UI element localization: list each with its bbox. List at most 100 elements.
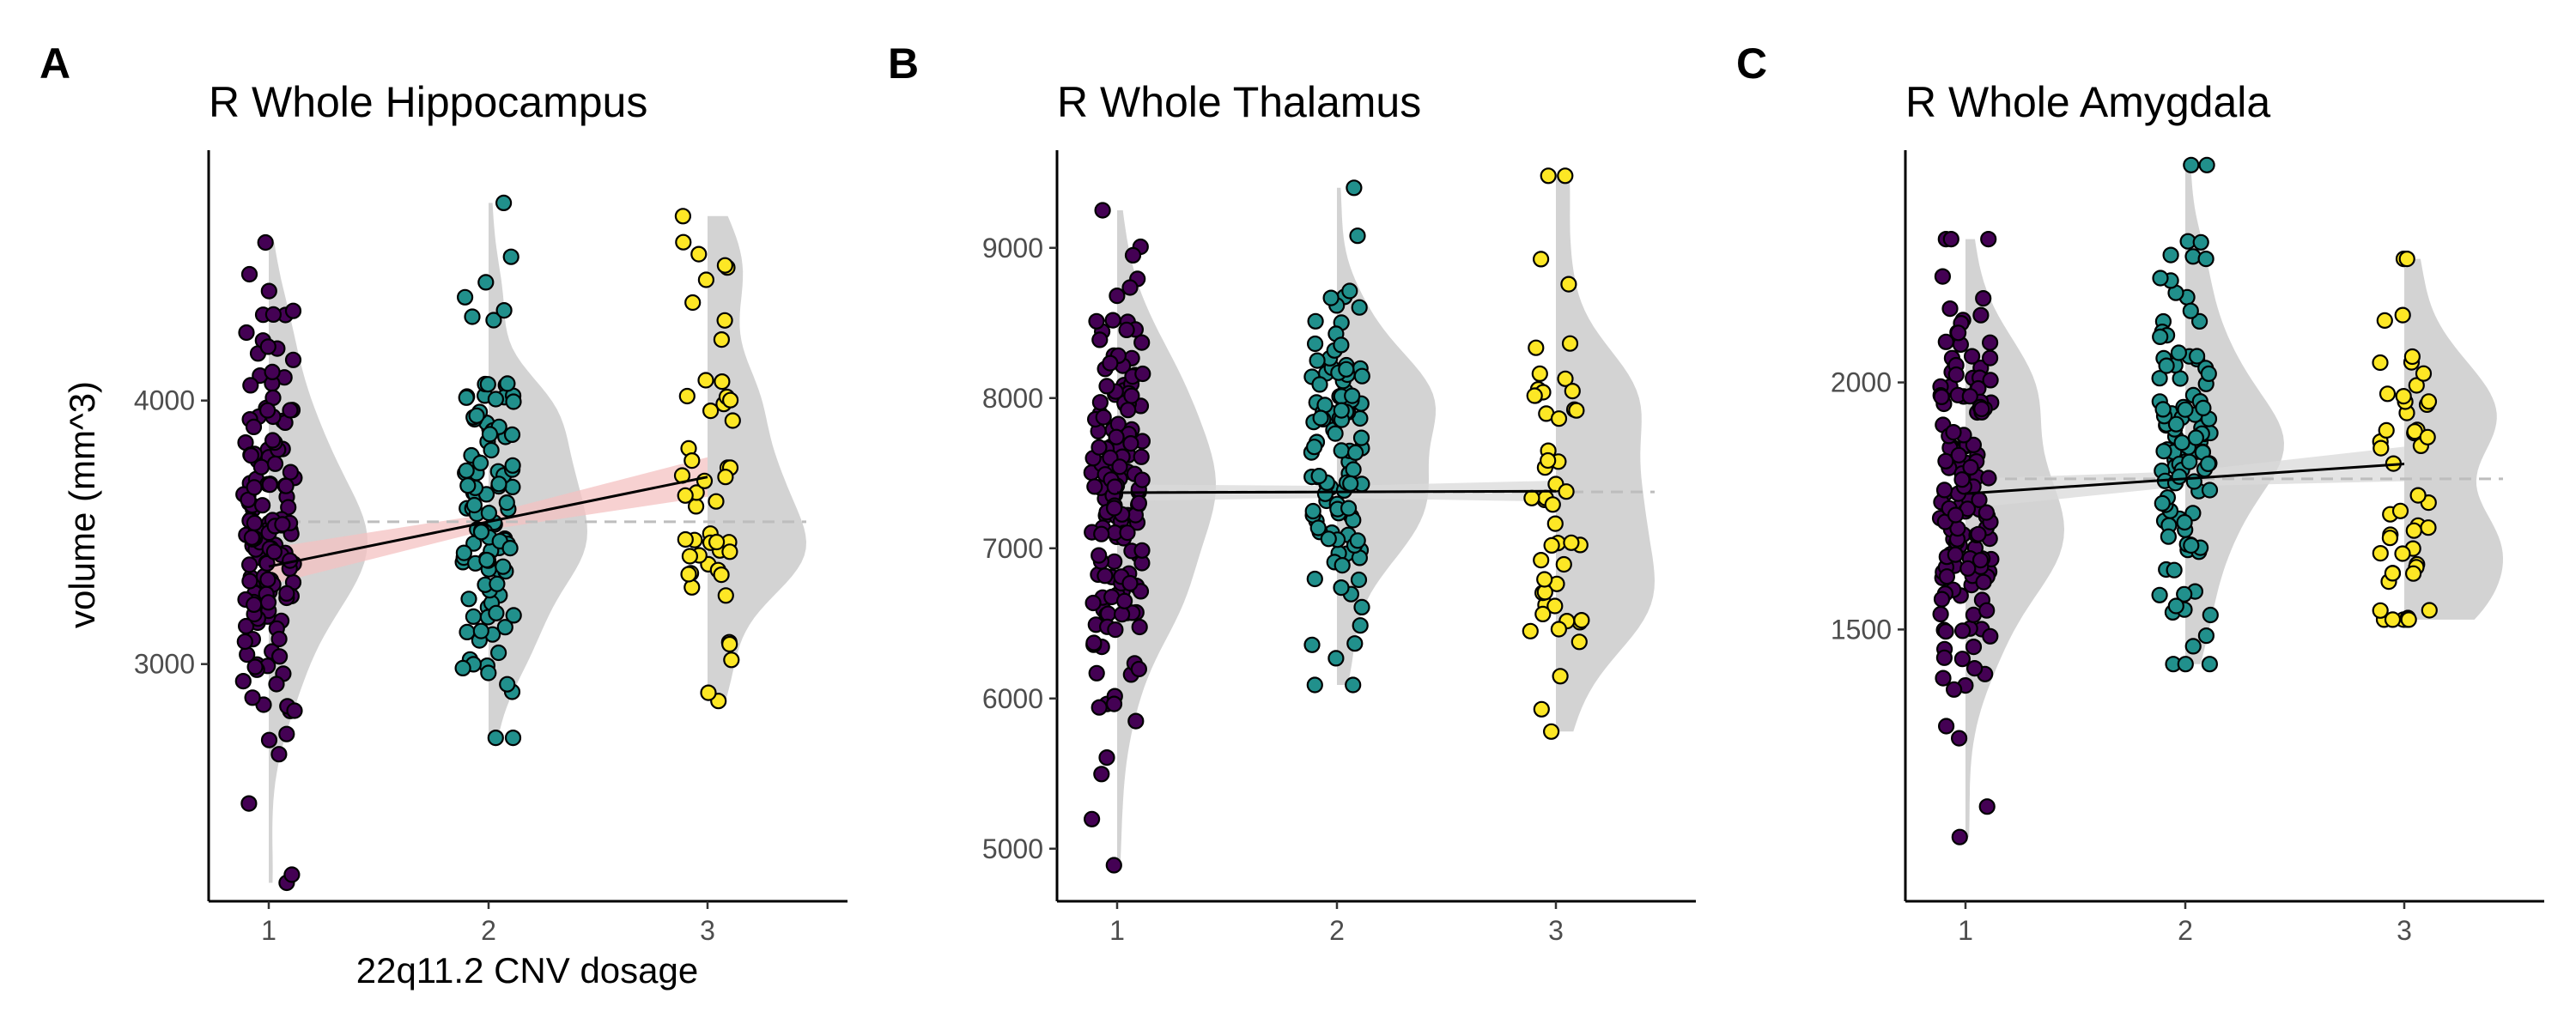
data-point <box>2197 627 2215 645</box>
data-point <box>1306 676 1323 694</box>
data-point <box>1097 567 1114 585</box>
data-point <box>1982 627 1999 645</box>
data-point <box>1561 335 1579 352</box>
data-point <box>1122 434 1139 452</box>
data-point <box>721 635 738 653</box>
data-point <box>2183 536 2200 554</box>
data-point <box>1573 611 1590 629</box>
data-point <box>1312 409 1329 427</box>
data-point <box>1119 524 1136 542</box>
data-point <box>2151 586 2168 603</box>
data-point <box>1950 446 1967 464</box>
data-point <box>675 233 692 251</box>
data-point <box>1564 383 1581 400</box>
data-point <box>1124 246 1142 264</box>
data-point <box>723 651 740 669</box>
data-point <box>1093 766 1110 783</box>
data-point <box>1120 402 1137 419</box>
data-point <box>1972 306 1990 324</box>
data-point <box>1306 570 1323 588</box>
data-point <box>1522 622 1539 639</box>
data-point <box>1084 594 1102 612</box>
data-point <box>1978 504 1995 521</box>
data-point <box>504 457 521 474</box>
data-point <box>1546 597 1564 615</box>
data-point <box>1133 448 1150 465</box>
data-point <box>681 548 699 565</box>
data-point <box>2192 233 2209 251</box>
data-point <box>1550 410 1568 427</box>
panel-a-title: R Whole Hippocampus <box>209 78 647 126</box>
data-point <box>2170 344 2187 361</box>
data-point <box>2155 442 2172 460</box>
data-point <box>1962 458 1979 476</box>
data-point <box>2376 312 2393 329</box>
points-group-1 <box>1083 202 1151 874</box>
data-point <box>1555 555 1572 573</box>
data-point <box>1086 478 1103 495</box>
data-point <box>257 233 274 251</box>
data-point <box>1088 664 1105 682</box>
data-point <box>259 571 276 588</box>
data-point <box>2200 455 2217 473</box>
data-point <box>459 477 477 494</box>
data-point <box>2177 656 2194 673</box>
points-group-3 <box>673 208 741 710</box>
x-tick-label: 2 <box>2178 915 2193 946</box>
data-point <box>2405 522 2422 539</box>
data-point <box>1091 331 1109 348</box>
data-point <box>260 282 277 300</box>
data-point <box>1133 334 1151 351</box>
data-point <box>700 684 717 701</box>
data-point <box>702 403 720 420</box>
data-point <box>254 497 271 514</box>
data-point <box>282 464 299 481</box>
data-point <box>1320 530 1337 548</box>
data-point <box>1102 354 1119 372</box>
data-point <box>1105 500 1123 517</box>
y-tick-label: 7000 <box>982 533 1043 564</box>
data-point <box>1947 366 1965 384</box>
data-point <box>1935 670 1952 687</box>
data-point <box>1951 730 1968 747</box>
data-point <box>1964 348 1981 365</box>
data-point <box>2394 545 2411 562</box>
data-point <box>2183 156 2200 173</box>
data-point <box>1534 605 1552 623</box>
y-tick-label: 8000 <box>982 383 1043 414</box>
data-point <box>477 274 495 291</box>
data-point <box>677 530 694 548</box>
data-point <box>481 426 499 443</box>
data-point <box>282 402 299 419</box>
data-point <box>1109 288 1126 305</box>
data-point <box>1557 370 1574 387</box>
data-point <box>1978 602 1996 619</box>
data-point <box>2405 565 2422 582</box>
points-group-2 <box>2151 156 2219 673</box>
data-point <box>2409 487 2427 504</box>
data-point <box>2384 565 2401 582</box>
data-point <box>1132 583 1150 600</box>
y-tick-label: 2000 <box>1831 367 1892 398</box>
violin-group-3 <box>1556 175 1655 732</box>
violin-group-3 <box>708 215 806 701</box>
data-point <box>2176 513 2193 531</box>
data-point <box>2394 306 2411 324</box>
data-point <box>2201 656 2218 673</box>
data-point <box>1306 335 1324 353</box>
data-point <box>1961 388 1978 405</box>
data-point <box>2173 434 2190 451</box>
data-point <box>2154 494 2171 512</box>
data-point <box>1935 649 1953 666</box>
data-point <box>502 248 519 265</box>
data-point <box>495 194 513 211</box>
data-point <box>2197 251 2215 268</box>
data-point <box>236 633 253 651</box>
data-point <box>1947 506 1965 524</box>
data-point <box>478 551 495 569</box>
data-point <box>1543 536 1560 554</box>
data-point <box>468 407 485 424</box>
data-point <box>456 288 474 306</box>
data-point <box>259 338 276 355</box>
